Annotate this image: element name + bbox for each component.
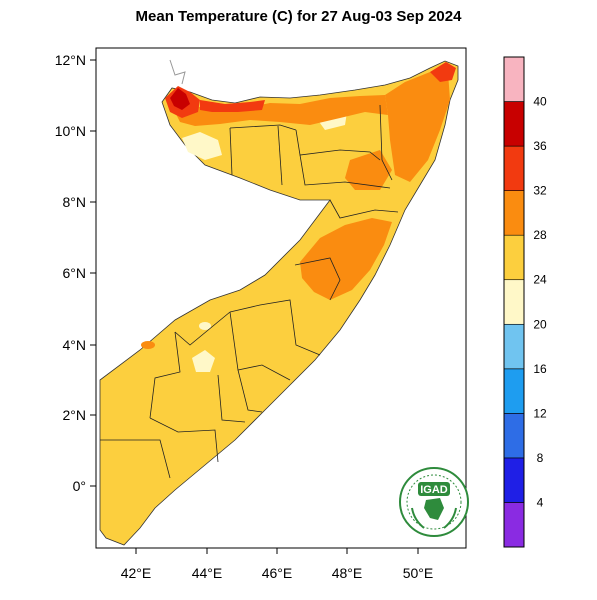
- colorbar-label: 24: [533, 273, 547, 287]
- lon-label-48e: 48°E: [332, 565, 363, 581]
- lat-label-6n: 6°N: [63, 265, 87, 281]
- hottest-zone: [170, 88, 190, 110]
- longitude-axis: 42°E 44°E 46°E 48°E 50°E: [121, 548, 434, 581]
- igad-logo: IGAD: [399, 467, 469, 537]
- colorbar-swatch: [503, 502, 525, 548]
- lat-label-12n: 12°N: [55, 52, 86, 68]
- logo-text: IGAD: [420, 484, 448, 496]
- latitude-axis: 12°N 10°N 8°N 6°N 4°N 2°N 0°: [55, 52, 96, 494]
- colorbar: 4 8 12 16 20 24 28 32 36 40: [503, 56, 547, 548]
- colorbar-label: 28: [533, 228, 547, 242]
- lon-label-46e: 46°E: [262, 565, 293, 581]
- colorbar-label: 12: [533, 406, 547, 420]
- warm-zone-interior: [345, 150, 392, 190]
- colorbar-swatch: [503, 368, 525, 414]
- colorbar-label: 16: [533, 362, 547, 376]
- colorbar-label: 20: [533, 317, 547, 331]
- colorbar-label: 32: [533, 184, 547, 198]
- lon-label-42e: 42°E: [121, 565, 152, 581]
- lon-label-50e: 50°E: [403, 565, 434, 581]
- colorbar-label: 36: [533, 139, 547, 153]
- colorbar-label: 8: [537, 451, 544, 465]
- warm-zone-northeast: [385, 72, 450, 182]
- lon-label-44e: 44°E: [192, 565, 223, 581]
- colorbar-label: 4: [537, 495, 544, 509]
- colorbar-label: 40: [533, 95, 547, 109]
- warm-zone-north-coast: [175, 95, 388, 126]
- colorbar-swatch: [503, 101, 525, 147]
- cool-patch-south: [192, 350, 215, 372]
- colorbar-swatch: [503, 413, 525, 459]
- colorbar-swatch: [503, 190, 525, 236]
- lat-label-2n: 2°N: [63, 407, 87, 423]
- lat-label-0: 0°: [73, 478, 86, 494]
- map-title: Mean Temperature (C) for 27 Aug-03 Sep 2…: [135, 8, 462, 25]
- colorbar-swatch: [503, 457, 525, 503]
- hot-zone-cape: [430, 62, 456, 82]
- lat-label-8n: 8°N: [63, 194, 87, 210]
- lat-label-10n: 10°N: [55, 123, 86, 139]
- colorbar-swatch: [503, 234, 525, 281]
- colorbar-swatch: [503, 56, 525, 102]
- warm-spot-west: [141, 341, 155, 349]
- colorbar-swatch: [503, 279, 525, 325]
- lat-label-4n: 4°N: [63, 337, 87, 353]
- neighbor-border: [169, 59, 186, 85]
- warm-zone-central: [300, 218, 392, 300]
- admin-boundaries: [100, 104, 399, 479]
- cool-patch-small: [199, 322, 211, 330]
- colorbar-swatch: [503, 145, 525, 191]
- colorbar-frame: [503, 56, 525, 548]
- colorbar-swatch: [503, 323, 525, 370]
- hot-zone-coast: [200, 100, 265, 112]
- cool-patch-north: [182, 132, 222, 160]
